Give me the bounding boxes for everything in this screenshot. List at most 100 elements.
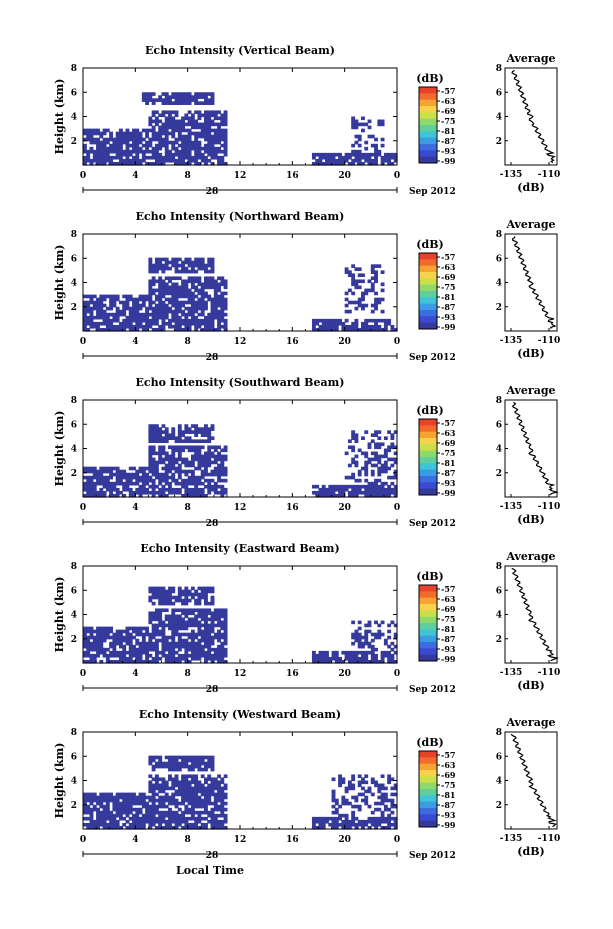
echo-cell (161, 457, 166, 462)
colorbar-swatch (419, 597, 437, 605)
echo-cell (341, 158, 346, 163)
colorbar-swatch (419, 438, 437, 445)
echo-cell (187, 810, 192, 815)
echo-cell (204, 484, 208, 489)
echo-cell (380, 442, 385, 447)
echo-cell (351, 282, 356, 287)
echo-cell (115, 650, 120, 655)
colorbar-swatch (419, 770, 437, 777)
echo-cell (128, 638, 133, 643)
echo-cell (151, 101, 156, 105)
echo-cell (190, 481, 195, 486)
echo-cell (194, 146, 199, 151)
echo-cell (161, 795, 166, 800)
echo-cell (89, 140, 94, 145)
echo-cell (102, 647, 107, 652)
echo-cell (115, 801, 120, 806)
echo-cell (171, 300, 176, 305)
echo-cell (171, 798, 176, 803)
echo-cell (197, 122, 202, 127)
echo-cell (184, 608, 189, 613)
echo-cell (109, 300, 114, 305)
echo-cell (311, 653, 316, 658)
echo-cell (194, 801, 199, 806)
echo-cell (132, 822, 136, 827)
echo-cell (220, 279, 225, 284)
echo-cell (370, 433, 375, 437)
colorbar-swatch (419, 585, 437, 592)
echo-cell (217, 445, 221, 450)
echo-cell (377, 436, 382, 441)
echo-cell (92, 481, 97, 486)
echo-cell (321, 653, 326, 658)
echo-cell (374, 783, 378, 788)
echo-cell (181, 98, 185, 102)
colorbar-tick-label: -57 (441, 418, 455, 428)
colorbar-swatch (419, 789, 437, 796)
echo-cell (344, 451, 349, 456)
echo-cell (99, 161, 104, 166)
echo-cell (204, 128, 208, 133)
echo-cell (128, 807, 133, 812)
echo-cell (341, 155, 346, 160)
echo-cell (374, 493, 378, 498)
colorbar-tick-label: -69 (441, 604, 456, 614)
echo-cell (331, 650, 336, 655)
echo-cell (194, 276, 199, 281)
echo-cell (351, 324, 356, 329)
echo-cell (344, 822, 349, 827)
echo-cell (393, 155, 398, 160)
echo-cell (197, 257, 202, 262)
echo-cell (181, 795, 185, 800)
echo-cell (148, 761, 153, 766)
echo-cell (347, 463, 352, 468)
x-tick-label: 0 (80, 503, 86, 513)
echo-cell (194, 481, 199, 486)
echo-cell (158, 764, 163, 769)
echo-cell (171, 285, 176, 290)
echo-cell (145, 629, 150, 634)
echo-cell (315, 318, 320, 323)
echo-cell (112, 659, 117, 664)
echo-cell (200, 282, 205, 287)
echo-cell (357, 303, 362, 308)
echo-cell (158, 816, 163, 821)
echo-cell (151, 110, 156, 115)
echo-cell (158, 125, 163, 130)
echo-cell (361, 152, 365, 157)
echo-cell (207, 125, 212, 130)
echo-cell (171, 816, 176, 821)
echo-cell (83, 632, 87, 637)
echo-cell (135, 822, 140, 827)
echo-cell (161, 143, 166, 148)
echo-cell (187, 122, 192, 127)
echo-cell (377, 659, 382, 664)
colorbar-swatch (419, 776, 437, 784)
colorbar-swatch (419, 820, 437, 828)
echo-cell (374, 490, 378, 495)
echo-cell (158, 427, 163, 431)
echo-cell (377, 318, 382, 323)
echo-cell (220, 149, 225, 154)
echo-cell (86, 490, 91, 495)
echo-cell (135, 807, 140, 812)
echo-cell (334, 158, 339, 163)
echo-cell (370, 822, 375, 827)
echo-cell (154, 475, 159, 480)
echo-cell (357, 448, 362, 453)
echo-cell (174, 629, 179, 634)
echo-cell (145, 140, 150, 145)
echo-cell (148, 774, 153, 779)
echo-cell (171, 475, 176, 480)
echo-cell (223, 650, 228, 655)
echo-cell (158, 291, 163, 296)
echo-cell (338, 816, 342, 821)
echo-cell (174, 288, 179, 293)
echo-cell (217, 783, 221, 788)
echo-cell (132, 475, 136, 480)
colorbar-swatch (419, 265, 437, 273)
echo-cell (102, 318, 107, 323)
echo-cell (132, 816, 136, 821)
echo-cell (321, 490, 326, 495)
echo-cell (213, 297, 218, 302)
